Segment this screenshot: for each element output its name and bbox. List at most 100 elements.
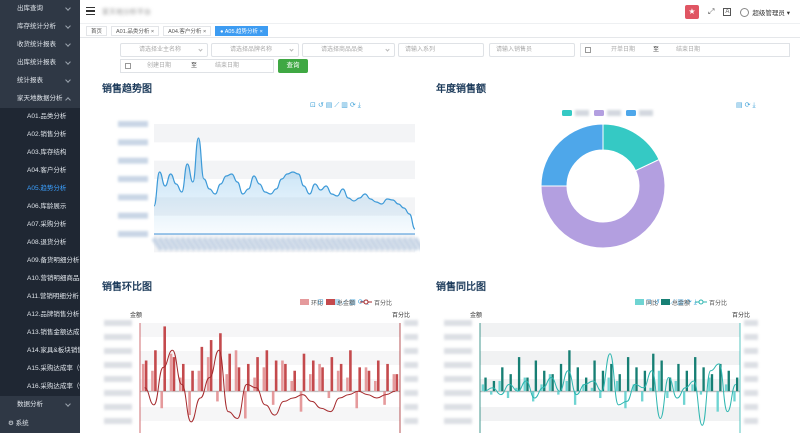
restore-icon[interactable]: ⟳ (349, 102, 358, 109)
data-view-icon[interactable]: ▤ (325, 102, 335, 109)
sidebar-item[interactable]: A07.采购分析 (0, 216, 80, 234)
line-icon[interactable]: ⟋ (334, 102, 342, 109)
sidebar-item[interactable]: 统计报表 (0, 72, 80, 90)
order-date-start[interactable]: 开单日期 (611, 47, 636, 53)
bar-ratio (234, 350, 238, 392)
tab[interactable]: ● A05.趋势分析 × (215, 25, 268, 36)
annual-pie-chart (540, 110, 666, 249)
pin-icon[interactable]: ★ (685, 5, 699, 19)
sidebar-footer-label: 系统 (15, 420, 29, 427)
restore-icon[interactable]: ⟳ (685, 299, 694, 306)
data-view-icon[interactable]: ▤ (333, 299, 343, 306)
sidebar-item[interactable]: 收货统计报表 (0, 36, 80, 54)
bar-icon[interactable]: ▥ (341, 102, 350, 109)
zoom-icon[interactable]: ⊡ (646, 299, 654, 306)
sidebar-item[interactable]: A13.销售金额达成 (0, 324, 80, 342)
calendar-icon (125, 63, 131, 69)
tab[interactable]: A04.客户分析 × (163, 25, 212, 36)
brand-select[interactable]: 请选择品牌名称 (211, 43, 299, 57)
bar-icon[interactable]: ▥ (677, 299, 686, 306)
legend-swatch (326, 299, 335, 305)
y-tick-label (118, 194, 148, 201)
data-view-icon[interactable]: ▤ (736, 102, 745, 109)
y-tick-label (444, 390, 472, 396)
query-button[interactable]: 查询 (278, 59, 308, 73)
y2-tick-label (744, 418, 758, 424)
bar-amount (593, 360, 596, 392)
bar-amount (339, 363, 343, 392)
close-icon[interactable]: × (149, 28, 155, 35)
sidebar-item[interactable]: 数据分析 (0, 396, 80, 414)
create-date-start[interactable]: 创建日期 (147, 63, 172, 69)
bar-amount (543, 370, 546, 392)
sidebar-item[interactable]: 出库统计报表 (0, 54, 80, 72)
sidebar-item[interactable]: A14.家具&板块销售 (0, 342, 84, 360)
bar-ratio (582, 384, 585, 392)
sidebar-footer-system[interactable]: ⚙ 系统 (0, 415, 80, 433)
line-icon[interactable]: ⟋ (342, 299, 350, 306)
close-icon[interactable]: × (258, 28, 263, 35)
order-date-range[interactable]: 开单日期 至 结束日期 (580, 43, 790, 57)
sidebar-item[interactable]: 库存统计分析 (0, 18, 80, 36)
close-icon[interactable]: × (201, 28, 207, 35)
bar-amount (265, 350, 269, 392)
sidebar-item[interactable]: A16.采购达成率（% (0, 378, 85, 396)
fullscreen-icon[interactable]: ⤢ (708, 7, 715, 16)
sidebar-item[interactable]: A08.退货分析 (0, 234, 80, 252)
create-date-end[interactable]: 结束日期 (215, 63, 240, 69)
zoom-reset-icon[interactable]: ↺ (653, 299, 662, 306)
zoom-reset-icon[interactable]: ↺ (317, 102, 326, 109)
category-select[interactable]: 请选择商品品类 (302, 43, 395, 57)
download-icon[interactable]: ⤓ (357, 102, 363, 109)
legend-label (607, 110, 621, 116)
bar-icon[interactable]: ▥ (349, 299, 358, 306)
sidebar-item[interactable]: A06.库龄展示 (0, 198, 80, 216)
bar-ratio (573, 391, 577, 405)
user-menu[interactable]: 超级管理员 ▾ (740, 7, 790, 18)
sidebar-item[interactable]: A10.营销明细商品品类 (0, 270, 92, 288)
sidebar-item[interactable]: A11.营销明细分析 (0, 288, 80, 306)
sidebar-item[interactable]: A02.销售分析 (0, 126, 80, 144)
bar-amount (256, 357, 259, 392)
y2-tick-label (744, 390, 758, 396)
create-date-range[interactable]: 创建日期 至 结束日期 (120, 59, 274, 73)
zoom-icon[interactable]: ⊡ (318, 299, 326, 306)
sidebar-item[interactable]: A15.采购达成率（% (0, 360, 85, 378)
bar-ratio (624, 391, 627, 409)
restore-icon[interactable]: ⟳ (744, 102, 753, 109)
line-icon[interactable]: ⟋ (670, 299, 678, 306)
sidebar-item[interactable]: A03.库存结构 (0, 144, 80, 162)
x-tick-label (190, 236, 203, 252)
x-tick-label (334, 236, 347, 252)
tab[interactable]: 首页 (86, 25, 108, 36)
y2-tick-label (744, 362, 758, 368)
zoom-icon[interactable]: ⊡ (310, 102, 318, 109)
grid-band (480, 351, 740, 365)
sidebar-item[interactable]: A05.趋势分析 (0, 180, 80, 198)
bar-ratio (169, 353, 173, 392)
sidebar-item[interactable]: 家天地数据分析 (0, 90, 80, 108)
series-input[interactable]: 请输入系列 (398, 43, 484, 57)
bar-ratio (355, 391, 359, 409)
customer-select[interactable]: 请选择业主名称 (120, 43, 208, 57)
sidebar-item[interactable]: A12.品牌销售分析 (0, 306, 80, 324)
chevron-down-icon (198, 47, 203, 52)
bar-amount (626, 357, 630, 392)
sidebar-item[interactable]: 出库查询 (0, 0, 80, 18)
bar-ratio (490, 391, 493, 395)
bar-ratio (607, 377, 610, 392)
download-icon[interactable]: ⤓ (752, 102, 758, 109)
menu-toggle-icon[interactable] (86, 7, 95, 15)
tab[interactable]: A01.品类分析 × (111, 25, 160, 36)
legend-swatch (300, 299, 309, 305)
bar-amount (228, 353, 231, 392)
sidebar-item[interactable]: A04.客户分析 (0, 162, 80, 180)
font-size-icon[interactable]: A (723, 8, 732, 16)
bar-ratio (197, 370, 201, 392)
order-date-end[interactable]: 结束日期 (676, 47, 701, 53)
annual-chart-title: 年度销售额 (436, 84, 486, 95)
sidebar-item[interactable]: A09.备货明细分析 (0, 252, 80, 270)
sales-input[interactable]: 请输入销售员 (489, 43, 575, 57)
x-tick-label (257, 236, 270, 252)
sidebar-item[interactable]: A01.品类分析 (0, 108, 80, 126)
